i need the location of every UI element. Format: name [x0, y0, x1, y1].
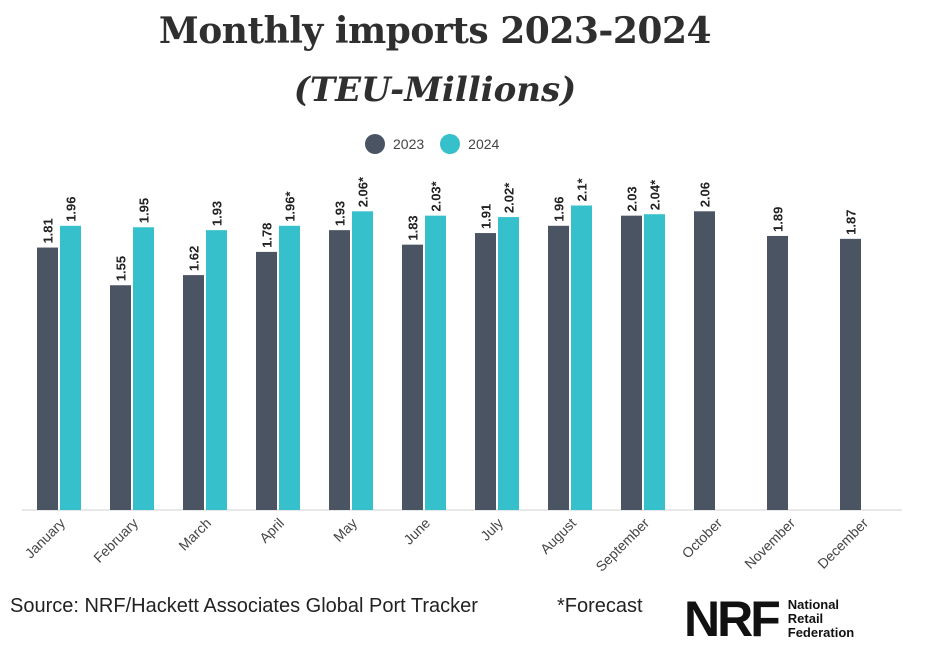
data-label-2023-april: 1.78: [260, 223, 275, 248]
data-label-2024-april: 1.96*: [283, 190, 298, 221]
legend-swatch-2023: [365, 134, 385, 154]
bar-2023-february: [110, 285, 131, 510]
logo-word-retail: Retail: [787, 611, 824, 626]
data-label-2023-july: 1.91: [479, 204, 494, 229]
data-label-2024-may: 2.06*: [356, 176, 371, 207]
legend-item-2023: 2023: [365, 134, 424, 154]
bar-2024-march: [206, 230, 227, 510]
logo-word-national: National: [787, 597, 840, 612]
bar-2023-april: [256, 251, 277, 510]
bar-2023-july: [475, 233, 496, 511]
data-label-2024-january: 1.96: [64, 196, 79, 221]
x-tick-label-january: January: [22, 515, 69, 562]
data-label-2023-december: 1.87: [844, 210, 859, 235]
x-tick-label-june: June: [400, 515, 433, 548]
data-label-2023-may: 1.93: [333, 201, 348, 226]
x-tick-label-december: December: [814, 515, 871, 572]
x-tick-label-july: July: [477, 515, 506, 544]
bar-2023-december: [840, 238, 861, 510]
bar-2024-september: [644, 214, 665, 510]
legend-label-2023: 2023: [393, 136, 425, 152]
legend-label-2024: 2024: [468, 136, 500, 152]
bar-2024-june: [425, 215, 446, 510]
logo-word-federation: Federation: [787, 625, 855, 640]
x-tick-label-april: April: [256, 515, 287, 546]
data-label-2024-march: 1.93: [210, 201, 225, 226]
data-label-2023-august: 1.96: [552, 196, 567, 221]
bar-2024-april: [279, 225, 300, 511]
bar-2023-june: [402, 244, 423, 510]
data-label-2023-october: 2.06: [698, 182, 713, 207]
bar-2023-may: [329, 230, 350, 510]
bar-2024-january: [60, 225, 81, 511]
source-note: Source: NRF/Hackett Associates Global Po…: [10, 595, 478, 617]
bar-2024-july: [498, 217, 519, 510]
x-tick-label-march: March: [175, 515, 214, 554]
x-tick-label-september: September: [592, 515, 652, 575]
bar-2024-may: [352, 211, 373, 511]
data-label-2024-june: 2.03*: [429, 180, 444, 211]
forecast-note: *Forecast: [557, 595, 643, 617]
data-label-2023-november: 1.89: [771, 207, 786, 232]
logo-wordmark: National Retail Federation: [788, 598, 854, 640]
legend-item-2024: 2024: [440, 134, 499, 154]
data-label-2023-january: 1.81: [41, 218, 56, 243]
bar-2024-august: [571, 205, 592, 510]
chart-title: Monthly imports 2023-2024: [158, 10, 712, 52]
data-label-2024-september: 2.04*: [648, 179, 663, 210]
data-label-2024-february: 1.95: [137, 198, 152, 223]
data-label-2023-march: 1.62: [187, 246, 202, 271]
data-label-2023-february: 1.55: [114, 256, 129, 281]
x-tick-label-october: October: [679, 515, 726, 562]
x-tick-label-february: February: [90, 515, 141, 566]
logo-mark: NRF: [684, 591, 781, 647]
bar-2023-september: [621, 215, 642, 510]
data-label-2023-september: 2.03: [625, 186, 640, 211]
x-tick-label-august: August: [537, 515, 579, 557]
data-label-2024-july: 2.02*: [502, 182, 517, 213]
bar-2023-november: [767, 235, 788, 510]
data-label-2024-august: 2.1*: [575, 177, 590, 201]
data-label-2023-june: 1.83: [406, 215, 421, 240]
chart-legend: 2023 2024: [365, 134, 515, 154]
x-tick-label-november: November: [741, 515, 798, 572]
bar-2023-august: [548, 225, 569, 511]
bar-2023-january: [37, 247, 58, 511]
nrf-logo: NRF National Retail Federation: [684, 591, 854, 647]
chart-subtitle: (TEU-Millions): [293, 70, 577, 110]
legend-swatch-2024: [440, 134, 461, 154]
bar-2023-march: [183, 275, 204, 510]
bar-2024-february: [133, 227, 154, 510]
x-tick-label-may: May: [330, 515, 360, 545]
bar-2023-october: [694, 211, 715, 511]
